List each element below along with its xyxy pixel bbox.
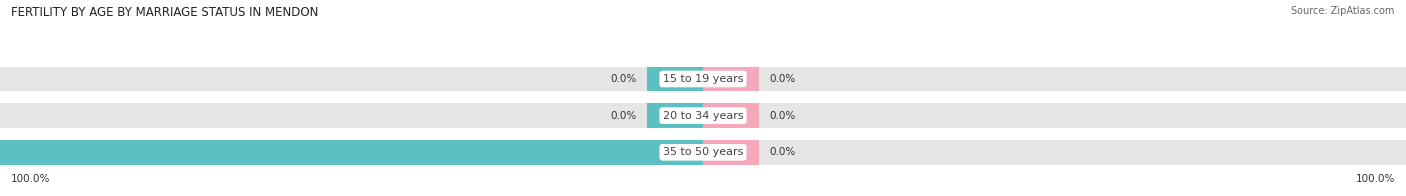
Text: 15 to 19 years: 15 to 19 years [662, 74, 744, 84]
Bar [647, 66, 703, 92]
Text: 0.0%: 0.0% [770, 74, 796, 84]
Text: 0.0%: 0.0% [610, 74, 637, 84]
Text: FERTILITY BY AGE BY MARRIAGE STATUS IN MENDON: FERTILITY BY AGE BY MARRIAGE STATUS IN M… [11, 6, 319, 19]
Text: 0.0%: 0.0% [770, 111, 796, 121]
Bar [0, 66, 1406, 92]
Bar [0, 140, 703, 165]
Bar [703, 140, 759, 165]
Text: 35 to 50 years: 35 to 50 years [662, 147, 744, 157]
Bar [703, 103, 759, 128]
Text: 0.0%: 0.0% [770, 147, 796, 157]
Text: 20 to 34 years: 20 to 34 years [662, 111, 744, 121]
Bar [0, 103, 1406, 128]
Text: Source: ZipAtlas.com: Source: ZipAtlas.com [1291, 6, 1395, 16]
Bar [0, 140, 1406, 165]
Text: 0.0%: 0.0% [610, 111, 637, 121]
Text: 100.0%: 100.0% [11, 174, 51, 184]
Bar [647, 103, 703, 128]
Bar [703, 66, 759, 92]
Text: 100.0%: 100.0% [1355, 174, 1395, 184]
